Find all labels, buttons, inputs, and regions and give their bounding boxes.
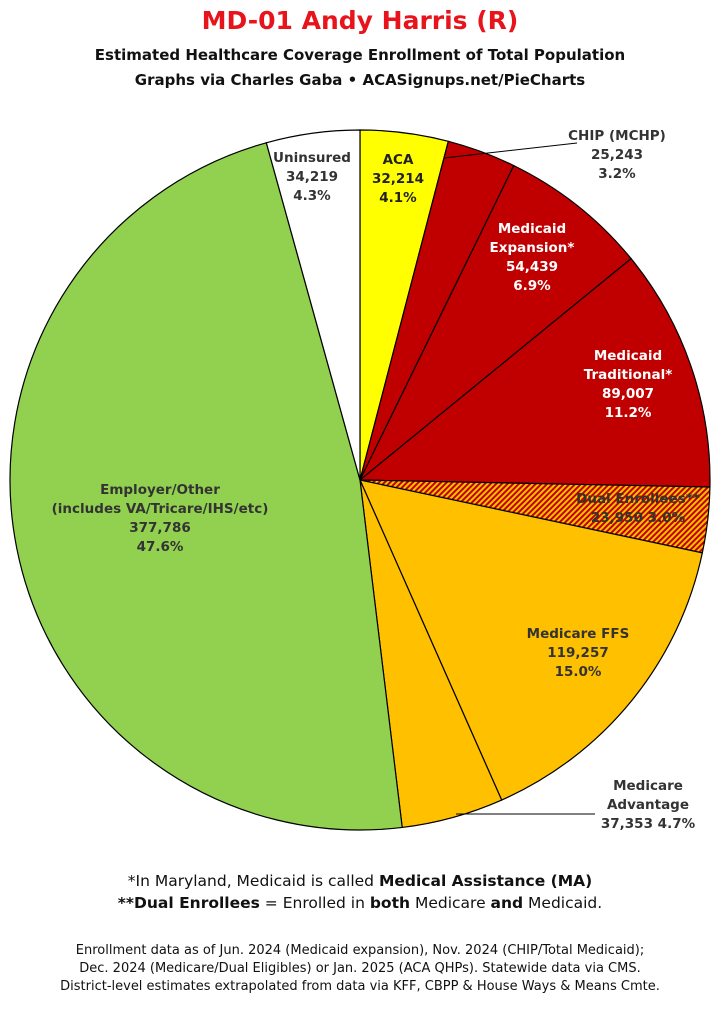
slice-label-line: 47.6%: [137, 539, 184, 555]
slice-label: Medicaid Expansion* 54,439 6.9%: [490, 221, 575, 294]
footnote-dual-bold: **Dual Enrollees: [117, 894, 260, 912]
pie-slices: [9, 129, 711, 831]
source-note: Enrollment data as of Jun. 2024 (Medicai…: [0, 942, 720, 996]
footnote-medicaid-bold: Medical Assistance (MA): [378, 872, 593, 890]
source-line-3: District-level estimates extrapolated fr…: [60, 979, 660, 994]
slice-label-line: Dual Enrollees**: [576, 491, 700, 507]
slice-label-line: 3.2%: [598, 166, 636, 182]
slice-label: Medicare Advantage 37,353 4.7%: [601, 778, 696, 832]
slice-label: Dual Enrollees** 23,950 3.0%: [576, 491, 700, 526]
slice-label-line: Employer/Other: [100, 482, 220, 498]
footnote-dual-both: both: [369, 894, 411, 912]
slice-label-line: Medicaid: [498, 221, 566, 237]
slice-label-line: 11.2%: [605, 405, 652, 421]
slice-label-line: 23,950 3.0%: [591, 510, 686, 526]
leader-line: [443, 142, 578, 159]
slice-label: ACA 32,214 4.1%: [372, 152, 424, 206]
slice-label-line: Uninsured: [273, 150, 351, 166]
slice-label-line: Medicare FFS: [527, 626, 630, 642]
slice-label-line: Medicaid: [594, 348, 662, 364]
slice-label-line: 4.3%: [293, 188, 331, 204]
slice-label-line: 54,439: [506, 259, 558, 275]
chart-subtitle: Estimated Healthcare Coverage Enrollment…: [94, 46, 626, 64]
slice-label-line: Expansion*: [490, 240, 575, 256]
pie-slice-medicaid-expansion: [359, 164, 632, 481]
footnote-medicaid: *In Maryland, Medicaid is called Medical…: [0, 872, 720, 890]
footnote-dual-text-3: Medicaid.: [523, 894, 603, 912]
footnote-dual-text-1: = Enrolled in: [259, 894, 370, 912]
pie-chart: ACA 32,214 4.1% CHIP (MCHP) 25,243 3.2% Medica…: [9, 128, 711, 832]
slice-label-line: 37,353 4.7%: [601, 816, 696, 832]
pie-slice-uninsured: [265, 129, 361, 481]
footnote-dual: **Dual Enrollees = Enrolled in both Medi…: [0, 894, 720, 912]
footnote-medicaid-text: *In Maryland, Medicaid is called: [127, 872, 379, 890]
slice-label-line: 89,007: [602, 386, 654, 402]
source-line-1: Enrollment data as of Jun. 2024 (Medicai…: [75, 943, 645, 958]
slice-label-line: 25,243: [591, 147, 643, 163]
slice-labels: ACA 32,214 4.1% CHIP (MCHP) 25,243 3.2% Medica…: [52, 128, 700, 832]
footnote-dual-text-2: Medicare: [410, 894, 491, 912]
slice-label-line: (includes VA/Tricare/IHS/etc): [52, 501, 269, 517]
leader-lines: [443, 142, 595, 815]
pie-slice-medicare-ffs: [358, 479, 704, 801]
source-line-2: Dec. 2024 (Medicare/Dual Eligibles) or J…: [79, 961, 641, 976]
slice-label: CHIP (MCHP) 25,243 3.2%: [568, 128, 666, 182]
slice-label: Employer/Other (includes VA/Tricare/IHS/e…: [52, 482, 269, 555]
slice-label-line: Advantage: [607, 797, 689, 813]
slice-label: Medicaid Traditional* 89,007 11.2%: [584, 348, 673, 421]
slice-label-line: ACA: [383, 152, 414, 168]
slice-label-line: 32,214: [372, 171, 424, 187]
slice-label-line: 4.1%: [379, 190, 417, 206]
slice-label: Uninsured 34,219 4.3%: [273, 150, 351, 204]
slice-label-line: 377,786: [129, 520, 191, 536]
slice-label-line: 15.0%: [555, 664, 602, 680]
slice-label: Medicare FFS 119,257 15.0%: [527, 626, 630, 680]
chart-byline: Graphs via Charles Gaba • ACASignups.net…: [134, 71, 586, 89]
chart-title: MD-01 Andy Harris (R): [201, 6, 519, 35]
slice-label-line: 34,219: [286, 169, 338, 185]
slice-label-line: 119,257: [547, 645, 609, 661]
slice-label-line: 6.9%: [513, 278, 551, 294]
slice-label-line: Medicare: [613, 778, 683, 794]
slice-label-line: Traditional*: [584, 367, 673, 383]
pie-slice-employer-other-includes-va-tricare-ihs-etc: [9, 142, 403, 831]
pie-slice-medicaid-traditional: [358, 257, 711, 488]
slice-label-line: CHIP (MCHP): [568, 128, 666, 144]
footnote-dual-and: and: [490, 894, 524, 912]
